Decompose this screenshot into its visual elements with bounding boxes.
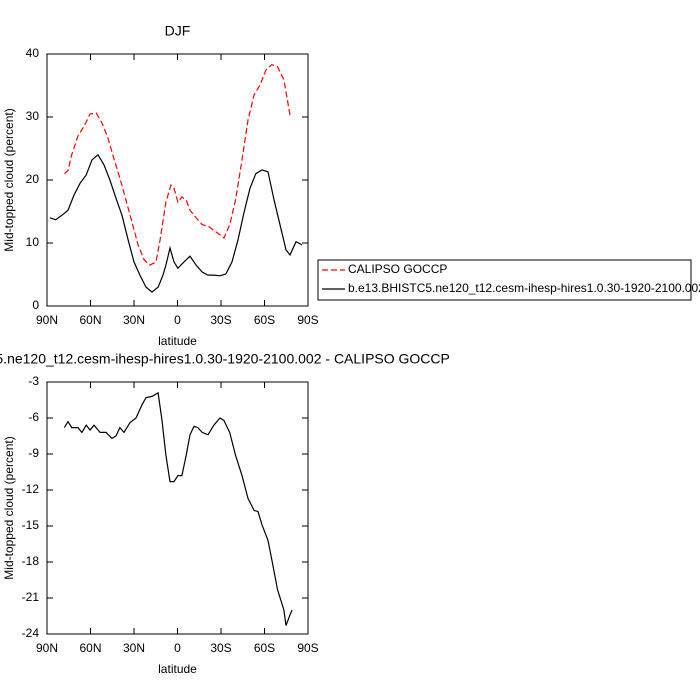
x-tick-label: 60S bbox=[254, 313, 275, 327]
y-tick-label: 0 bbox=[32, 298, 39, 312]
x-axis-label: latitude bbox=[158, 662, 197, 676]
y-tick-label: 20 bbox=[26, 172, 40, 186]
y-tick-label: -18 bbox=[22, 554, 40, 568]
x-tick-label: 30S bbox=[210, 641, 231, 655]
data-line bbox=[49, 153, 303, 293]
y-tick-label: -15 bbox=[22, 518, 40, 532]
legend-box bbox=[317, 259, 692, 301]
y-tick-label: 10 bbox=[26, 235, 40, 249]
x-tick-label: 0 bbox=[174, 313, 181, 327]
y-tick-label: 30 bbox=[26, 109, 40, 123]
x-tick-label: 90S bbox=[297, 313, 318, 327]
y-tick-label: -6 bbox=[28, 410, 39, 424]
x-tick-label: 30N bbox=[123, 641, 145, 655]
x-tick-label: 30N bbox=[123, 313, 145, 327]
y-tick-label: -9 bbox=[28, 446, 39, 460]
y-tick-label: -24 bbox=[22, 626, 40, 640]
y-tick-label: -12 bbox=[22, 482, 40, 496]
y-tick-label: -21 bbox=[22, 590, 40, 604]
legend-label: b.e13.BHISTC5.ne120_t12.cesm-ihesp-hires… bbox=[348, 281, 700, 295]
data-line bbox=[63, 391, 293, 626]
x-tick-label: 60N bbox=[79, 641, 101, 655]
x-tick-label: 60N bbox=[79, 313, 101, 327]
chart-title: b.e13.BHISTC5.ne120_t12.cesm-ihesp-hires… bbox=[0, 351, 450, 367]
x-tick-label: 90N bbox=[36, 641, 58, 655]
plot-frame bbox=[46, 381, 309, 635]
data-line bbox=[64, 64, 291, 266]
legend-label: CALIPSO GOCCP bbox=[348, 262, 447, 276]
y-axis-label: Mid-topped cloud (percent) bbox=[2, 108, 16, 251]
x-tick-label: 0 bbox=[174, 641, 181, 655]
x-tick-label: 60S bbox=[254, 641, 275, 655]
y-tick-label: -3 bbox=[28, 374, 39, 388]
x-tick-label: 90N bbox=[36, 313, 58, 327]
x-tick-label: 30S bbox=[210, 313, 231, 327]
x-tick-label: 90S bbox=[297, 641, 318, 655]
x-axis-label: latitude bbox=[158, 334, 197, 348]
y-axis-label: Mid-topped cloud (percent) bbox=[2, 436, 16, 579]
y-tick-label: 40 bbox=[26, 46, 40, 60]
chart-title: DJF bbox=[165, 23, 191, 39]
